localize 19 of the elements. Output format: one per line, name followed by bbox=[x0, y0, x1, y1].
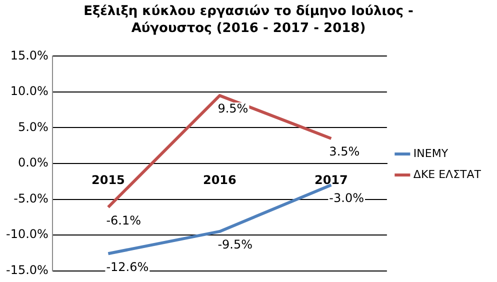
x-tick-label: 2016 bbox=[202, 172, 236, 187]
y-tick-label: -15.0% bbox=[6, 262, 48, 277]
y-tick-label: 15.0% bbox=[10, 48, 48, 62]
data-label: 9.5% bbox=[218, 102, 248, 116]
x-tick-label: 2015 bbox=[91, 172, 125, 187]
y-tick-label: 0.0% bbox=[18, 156, 48, 170]
y-tick-label: -5.0% bbox=[14, 191, 48, 206]
y-tick-label: 5.0% bbox=[18, 120, 48, 134]
data-label: -12.6% bbox=[106, 260, 149, 274]
y-tick-label: 10.0% bbox=[10, 84, 48, 98]
data-label: -9.5% bbox=[218, 238, 253, 252]
data-label: -3.0% bbox=[329, 191, 364, 206]
x-tick-label: 2017 bbox=[314, 172, 348, 187]
data-label: -6.1% bbox=[106, 213, 142, 228]
chart-title: Εξέλιξη κύκλου εργασιών το δίμηνο Ιούλιος - Αύγουστος (2016 - 2017 - 2018) bbox=[82, 3, 414, 38]
data-label: 3.5% bbox=[329, 144, 360, 159]
legend-label: ΔΚΕ ΕΛΣΤΑΤ bbox=[413, 168, 482, 181]
y-tick-label: -10.0% bbox=[6, 227, 48, 242]
legend-label: ΙΝΕΜΥ bbox=[413, 146, 448, 160]
